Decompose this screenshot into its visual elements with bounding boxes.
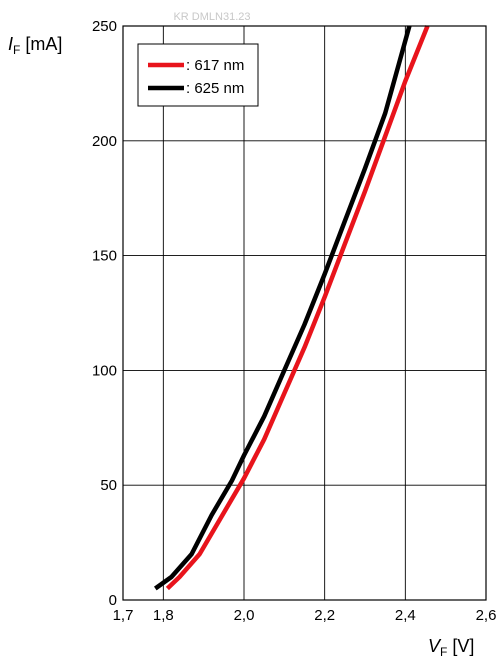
- x-tick-label: 2,2: [314, 607, 335, 624]
- x-axis-unit: [V]: [447, 636, 474, 656]
- y-axis-symbol: I: [8, 34, 13, 54]
- x-axis-symbol: V: [428, 636, 442, 656]
- legend-label: : 617 nm: [186, 57, 244, 74]
- y-tick-label: 100: [92, 362, 117, 379]
- series-line-1: [165, 25, 430, 591]
- x-axis-subscript: F: [440, 645, 447, 659]
- x-tick-label: 2,6: [476, 607, 497, 624]
- x-tick-label: 2,4: [395, 607, 416, 624]
- y-axis-unit: [mA]: [20, 34, 62, 54]
- x-tick-label: 1,8: [153, 607, 174, 624]
- x-tick-label: 2,0: [234, 607, 255, 624]
- legend-label: : 625 nm: [186, 80, 244, 97]
- series-line-2: [153, 25, 412, 591]
- grid: [123, 26, 486, 600]
- data-series: [153, 25, 430, 591]
- y-tick-label: 50: [100, 477, 117, 494]
- x-tick-label: 1,7: [113, 607, 134, 624]
- y-axis-subscript: F: [13, 43, 20, 57]
- y-tick-label: 0: [109, 592, 117, 609]
- legend-box: [137, 43, 259, 107]
- chart-watermark: KR DMLN31.23: [173, 11, 250, 23]
- y-tick-label: 250: [92, 18, 117, 35]
- y-tick-label: 150: [92, 248, 117, 265]
- x-axis-label: VF [V]: [428, 636, 474, 659]
- tick-labels: 1,7 1,8 2,0 2,2 2,4 2,6 0 50 100 150 200 250: [92, 18, 496, 624]
- plot-frame: [122, 25, 487, 601]
- y-axis-label: IF [mA]: [8, 34, 62, 57]
- legend: : 617 nm : 625 nm: [137, 43, 259, 107]
- y-tick-label: 200: [92, 133, 117, 150]
